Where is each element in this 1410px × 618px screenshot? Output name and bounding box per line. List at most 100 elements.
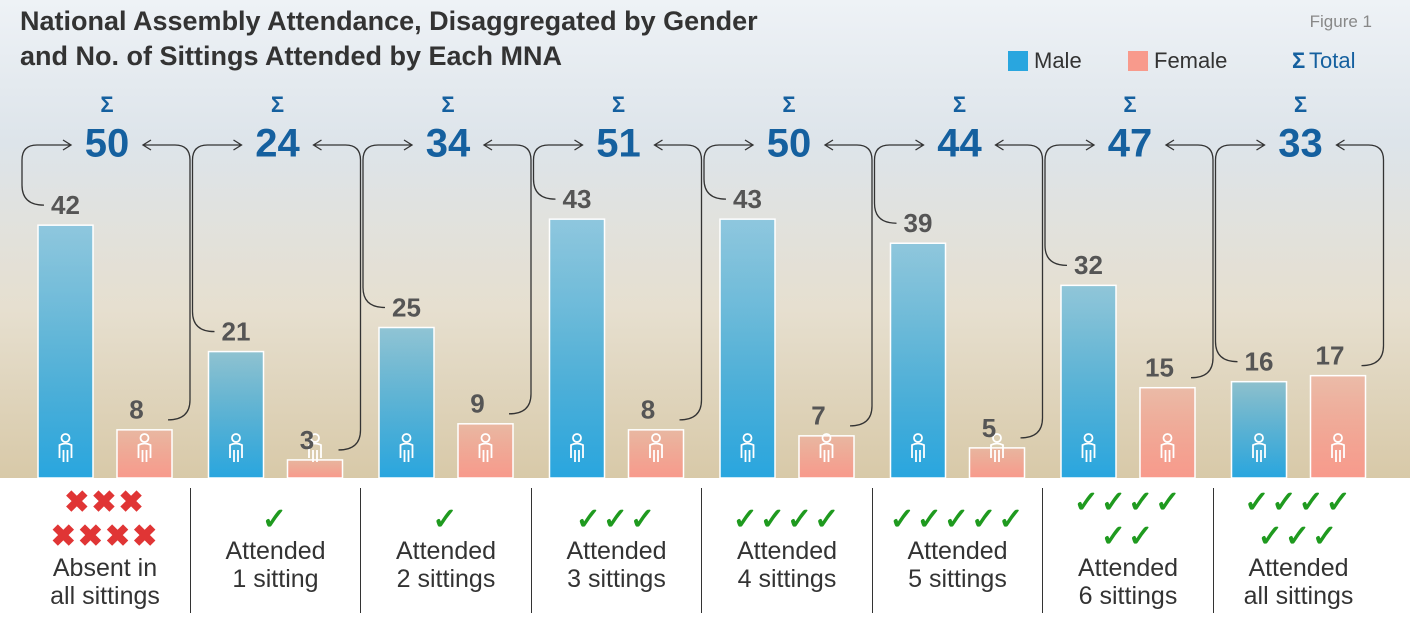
legend-label: Female xyxy=(1154,48,1227,73)
person-icon xyxy=(649,442,663,462)
total-label: 47 xyxy=(1108,122,1153,166)
category-cell: ✓✓✓ Attended 3 sittings xyxy=(532,478,702,618)
category-cell: ✖✖✖ ✖✖✖✖ Absent in all sittings xyxy=(20,478,190,618)
data-label: 15 xyxy=(1145,353,1174,383)
data-label: 43 xyxy=(733,184,762,214)
separator xyxy=(530,488,532,613)
data-label: 8 xyxy=(129,395,143,425)
total-symbol: Σ xyxy=(1123,92,1136,117)
connector xyxy=(823,139,873,427)
connector xyxy=(1335,139,1385,367)
category-icons: ✓ xyxy=(261,503,290,536)
category-cell: ✓✓✓✓ ✓✓✓ Attended all sittings xyxy=(1214,478,1384,618)
data-label: 21 xyxy=(222,316,251,346)
x-tick-label: Attended 5 sittings xyxy=(907,537,1008,593)
person-icon xyxy=(401,433,412,443)
person-icon xyxy=(819,442,834,462)
bar xyxy=(457,423,514,478)
category-icons: ✓✓✓✓ xyxy=(732,503,842,536)
person-icon xyxy=(742,433,753,443)
legend-label: Total xyxy=(1309,48,1355,73)
legend-symbol: Σ xyxy=(1292,48,1305,73)
legend-label: Male xyxy=(1034,48,1082,73)
person-icon xyxy=(60,433,71,443)
bar xyxy=(116,429,173,478)
total-label: 24 xyxy=(255,122,300,166)
data-label: 25 xyxy=(392,292,421,322)
person-icon xyxy=(913,433,923,443)
connector xyxy=(312,139,362,451)
bar xyxy=(1309,374,1367,478)
bar xyxy=(1230,380,1288,478)
total-symbol: Σ xyxy=(1294,92,1307,117)
person-icon xyxy=(1333,433,1343,443)
connector xyxy=(873,139,925,224)
total-symbol: Σ xyxy=(612,92,625,117)
connector xyxy=(1214,139,1266,363)
separator xyxy=(1042,488,1043,613)
connector xyxy=(1044,139,1096,267)
person-icon xyxy=(990,442,1004,462)
connector xyxy=(1164,139,1214,379)
person-icon xyxy=(137,442,152,462)
total-label: 44 xyxy=(937,122,982,166)
x-tick-label: Absent in all sittings xyxy=(50,554,160,610)
bar xyxy=(719,218,776,478)
connector xyxy=(532,139,584,200)
person-icon xyxy=(1083,433,1094,443)
total-symbol: Σ xyxy=(100,92,113,117)
separator xyxy=(871,488,873,613)
separator xyxy=(701,488,702,613)
connector xyxy=(994,139,1044,439)
category-icons: ✓ xyxy=(432,503,460,536)
person-icon xyxy=(572,433,582,443)
total-symbol: Σ xyxy=(441,92,454,117)
person-icon xyxy=(1162,433,1173,443)
person-icon xyxy=(139,433,150,443)
x-tick-label: Attended 6 sittings xyxy=(1077,554,1179,610)
x-tick-label: Attended all sittings xyxy=(1243,554,1354,610)
separator xyxy=(360,488,361,613)
person-icon xyxy=(399,442,414,462)
total-label: 50 xyxy=(767,122,812,166)
total-label: 34 xyxy=(426,122,471,166)
legend-swatch xyxy=(1128,51,1148,71)
category-cell: ✓ Attended 1 sitting xyxy=(191,478,361,618)
person-icon xyxy=(310,433,320,443)
category-cell: ✓ Attended 2 sittings xyxy=(361,478,531,618)
data-label: 42 xyxy=(51,190,80,220)
separator xyxy=(1212,488,1214,613)
person-icon xyxy=(1331,442,1345,462)
person-icon xyxy=(570,442,584,462)
connector xyxy=(703,139,755,200)
person-icon xyxy=(478,442,493,462)
bar xyxy=(548,218,606,478)
person-icon xyxy=(229,442,243,462)
legend-swatch xyxy=(1008,51,1028,71)
total-label: 51 xyxy=(596,122,641,166)
bar xyxy=(37,224,94,478)
person-icon xyxy=(911,442,925,462)
person-icon xyxy=(231,433,241,443)
person-icon xyxy=(651,433,661,443)
person-icon xyxy=(992,433,1002,443)
person-icon xyxy=(1160,442,1175,462)
total-label: 33 xyxy=(1278,122,1323,166)
total-symbol: Σ xyxy=(953,92,966,117)
person-icon xyxy=(821,433,832,443)
data-label: 3 xyxy=(300,425,314,455)
figure-label: Figure 1 xyxy=(1309,12,1372,31)
category-cell: ✓✓✓✓✓ Attended 5 sittings xyxy=(873,478,1043,618)
x-tick-label: Attended 2 sittings xyxy=(395,537,497,593)
bar xyxy=(1060,284,1117,478)
data-label: 39 xyxy=(904,208,933,238)
person-icon xyxy=(740,442,755,462)
data-label: 8 xyxy=(641,395,655,425)
person-icon xyxy=(1252,442,1266,462)
person-icon xyxy=(480,433,491,443)
bar xyxy=(286,459,344,478)
chart-title: National Assembly Attendance, Disaggrega… xyxy=(20,6,758,71)
connector xyxy=(191,139,243,333)
total-symbol: Σ xyxy=(782,92,795,117)
